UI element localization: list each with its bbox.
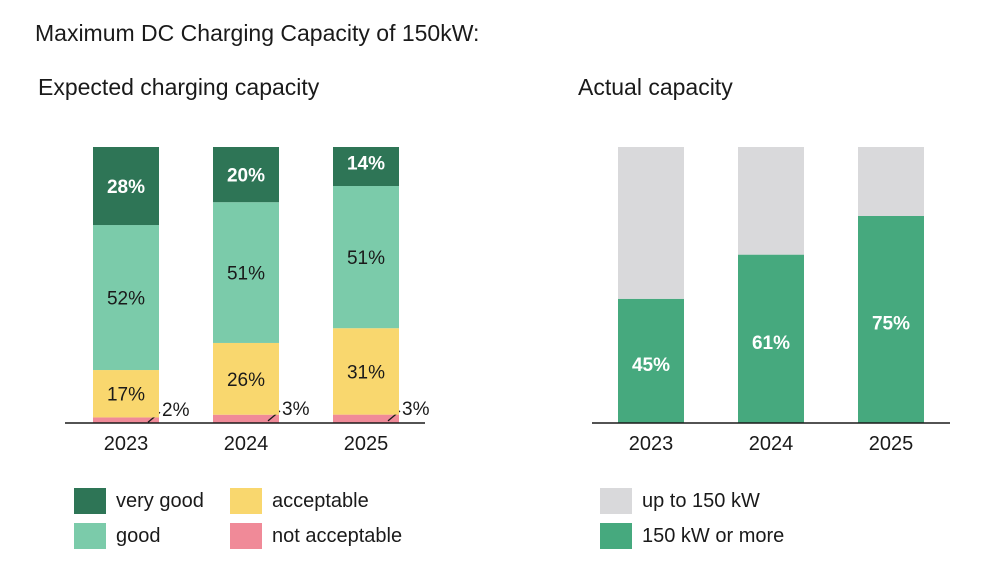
expected-x-tick-label-2023: 2023: [104, 433, 149, 455]
expected-bar-acceptable-2024: [213, 342, 279, 415]
actual-bar-up-to-150-kw-2023: [618, 147, 684, 299]
actual-chart-title: Actual capacity: [578, 74, 733, 100]
actual-x-tick-label-2023: 2023: [629, 433, 674, 455]
legend-swatch-good: [74, 523, 106, 549]
actual-x-tick-label-2024: 2024: [749, 433, 794, 455]
expected-data-label-acceptable-2025: 31%: [347, 362, 385, 383]
expected-data-label-not-acceptable-2025: 3%: [402, 399, 430, 420]
expected-data-label-very-good-2024: 20%: [227, 166, 265, 187]
expected-data-label-very-good-2023: 28%: [107, 177, 145, 198]
expected-bar-very-good-2023: [93, 147, 159, 226]
actual-x-tick-label-2025: 2025: [869, 433, 914, 455]
legend-swatch-acceptable: [230, 488, 262, 514]
expected-data-label-good-2023: 52%: [107, 289, 145, 310]
expected-bar-very-good-2024: [213, 147, 279, 203]
legend-label-150-or-more: 150 kW or more: [642, 524, 785, 547]
legend-swatch-very-good: [74, 488, 106, 514]
legend-item-very-good: very good: [74, 488, 204, 514]
page-title: Maximum DC Charging Capacity of 150kW:: [35, 20, 480, 46]
legend-item-good: good: [74, 523, 161, 549]
expected-bar-acceptable-2023: [93, 370, 159, 418]
legend-label-good: good: [116, 524, 161, 547]
legend-label-acceptable: acceptable: [272, 489, 369, 512]
legend-item-acceptable: acceptable: [230, 488, 369, 514]
expected-bar-acceptable-2025: [333, 328, 399, 415]
actual-bar-150-kw-or-more-2024: [738, 254, 804, 423]
expected-bar-not-acceptable-2025: [333, 414, 399, 423]
actual-data-label-150-kw-or-more-2023: 45%: [632, 355, 670, 376]
expected-x-tick-label-2024: 2024: [224, 433, 269, 455]
expected-chart-title: Expected charging capacity: [38, 74, 320, 100]
expected-bar-not-acceptable-2023: [93, 417, 159, 423]
expected-data-label-acceptable-2024: 26%: [227, 370, 265, 391]
expected-bar-good-2024: [213, 202, 279, 343]
legend-swatch-up-to-150: [600, 488, 632, 514]
expected-data-label-acceptable-2023: 17%: [107, 385, 145, 406]
expected-bar-not-acceptable-2024: [213, 414, 279, 423]
legend-item-150-or-more: 150 kW or more: [600, 523, 784, 549]
expected-data-label-very-good-2025: 14%: [347, 154, 385, 175]
legend-label-not-acceptable: not acceptable: [272, 524, 403, 547]
actual-bar-up-to-150-kw-2024: [738, 147, 804, 255]
actual-data-label-150-kw-or-more-2025: 75%: [872, 314, 910, 335]
legend-item-up-to-150: up to 150 kW: [600, 488, 760, 514]
legend-label-very-good: very good: [116, 489, 204, 512]
actual-data-label-150-kw-or-more-2024: 61%: [752, 333, 790, 354]
expected-bar-very-good-2025: [333, 147, 399, 187]
actual-bar-150-kw-or-more-2025: [858, 216, 924, 423]
expected-data-label-good-2025: 51%: [347, 248, 385, 269]
expected-data-label-not-acceptable-2024: 3%: [282, 399, 310, 420]
expected-data-label-not-acceptable-2023: 2%: [162, 400, 190, 421]
expected-x-tick-label-2025: 2025: [344, 433, 389, 455]
legend-label-up-to-150: up to 150 kW: [642, 489, 760, 512]
expected-data-label-good-2024: 51%: [227, 264, 265, 285]
legend-swatch-150-or-more: [600, 523, 632, 549]
actual-bar-150-kw-or-more-2023: [618, 298, 684, 423]
legend-swatch-not-acceptable: [230, 523, 262, 549]
expected-bar-good-2023: [93, 225, 159, 371]
expected-bar-good-2025: [333, 186, 399, 329]
actual-bar-up-to-150-kw-2025: [858, 147, 924, 216]
legend-item-not-acceptable: not acceptable: [230, 523, 402, 549]
